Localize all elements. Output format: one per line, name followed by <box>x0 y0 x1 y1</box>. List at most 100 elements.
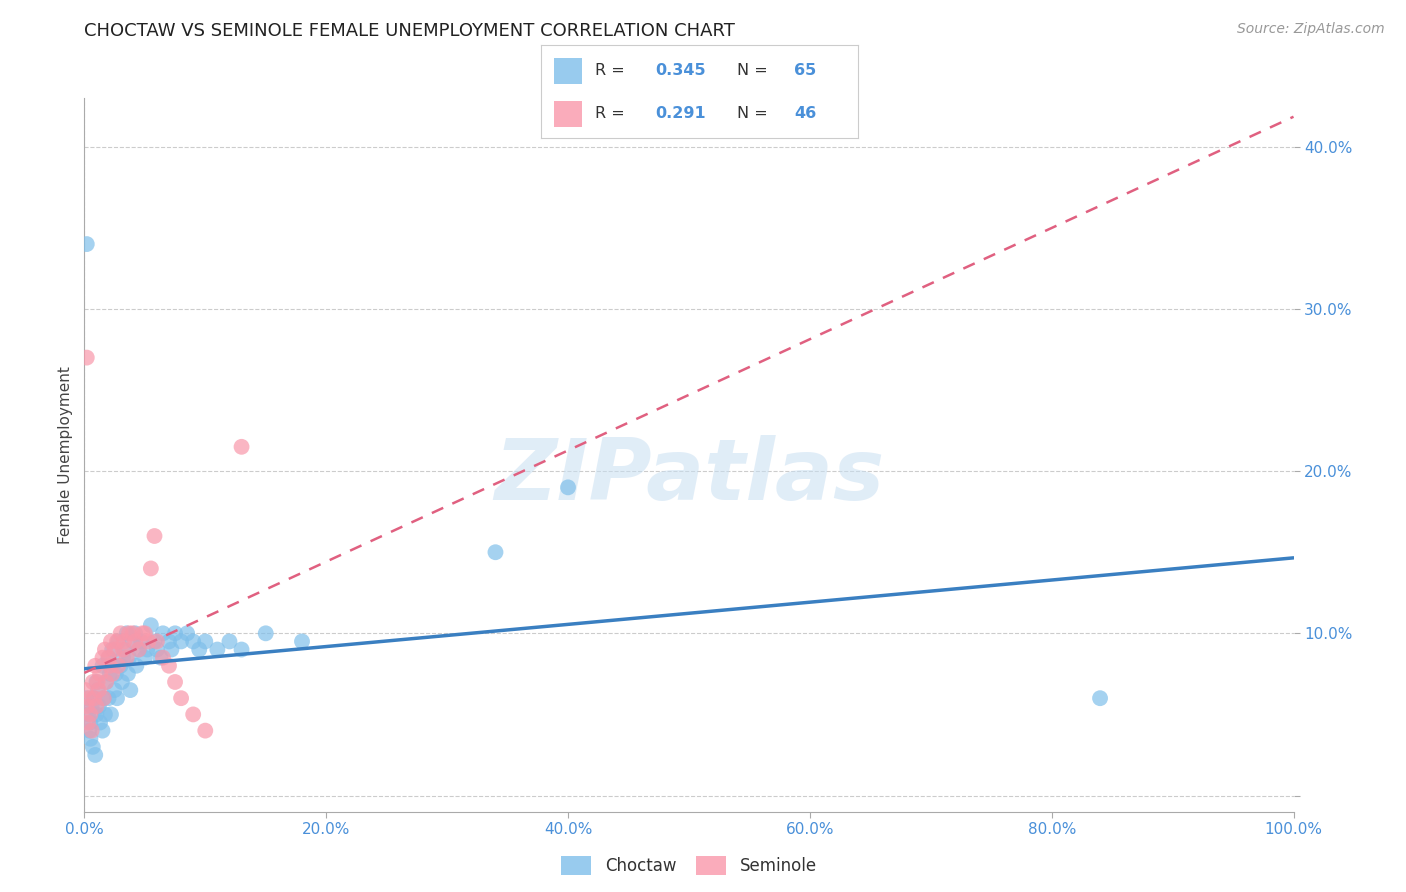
Point <box>143 634 166 648</box>
Point <box>120 683 142 698</box>
Text: 65: 65 <box>794 63 817 78</box>
Point <box>129 634 152 648</box>
Point <box>97 691 120 706</box>
Point <box>94 707 117 722</box>
Point <box>131 626 153 640</box>
Point <box>134 626 156 640</box>
Point <box>118 650 141 665</box>
Point <box>79 731 101 746</box>
Text: 0.291: 0.291 <box>655 106 706 121</box>
Point <box>105 691 128 706</box>
Point <box>105 634 128 648</box>
Point <box>86 699 108 714</box>
Text: 46: 46 <box>794 106 817 121</box>
Y-axis label: Female Unemployment: Female Unemployment <box>58 366 73 544</box>
Point <box>170 634 193 648</box>
Point <box>86 675 108 690</box>
Bar <box>554 101 582 127</box>
Point <box>218 634 240 648</box>
Point <box>117 666 139 681</box>
Point <box>97 650 120 665</box>
Point <box>124 626 146 640</box>
Point <box>82 739 104 754</box>
Point <box>170 691 193 706</box>
Point <box>115 650 138 665</box>
Point <box>152 650 174 665</box>
Point <box>93 691 115 706</box>
Point <box>91 723 114 738</box>
Point <box>231 440 253 454</box>
Point <box>152 626 174 640</box>
Point <box>86 675 108 690</box>
Point <box>107 658 129 673</box>
Point <box>89 666 111 681</box>
Point <box>124 634 146 648</box>
Point <box>112 642 135 657</box>
Point <box>104 683 127 698</box>
Point <box>86 683 108 698</box>
Point <box>146 642 169 657</box>
Point <box>110 626 132 640</box>
Point <box>76 691 98 706</box>
Text: CHOCTAW VS SEMINOLE FEMALE UNEMPLOYMENT CORRELATION CHART: CHOCTAW VS SEMINOLE FEMALE UNEMPLOYMENT … <box>84 22 735 40</box>
Point <box>110 658 132 673</box>
Point <box>89 715 111 730</box>
Point <box>125 658 148 673</box>
Point <box>160 642 183 657</box>
Text: R =: R = <box>595 106 630 121</box>
Point <box>176 626 198 640</box>
Point <box>86 707 108 722</box>
Point <box>128 642 150 657</box>
Point <box>77 707 100 722</box>
Point <box>254 626 277 640</box>
Point <box>107 634 129 648</box>
Legend: Choctaw, Seminole: Choctaw, Seminole <box>554 849 824 882</box>
Point <box>139 561 162 575</box>
Point <box>87 683 110 698</box>
Point <box>83 691 105 706</box>
Point <box>94 642 117 657</box>
Point <box>77 723 100 738</box>
Point <box>84 747 107 762</box>
Point <box>79 715 101 730</box>
Point <box>104 642 127 657</box>
Point <box>146 634 169 648</box>
Point <box>231 642 253 657</box>
Point <box>93 691 115 706</box>
Point <box>91 658 114 673</box>
Point <box>188 642 211 657</box>
Point <box>163 626 186 640</box>
Text: ZIPatlas: ZIPatlas <box>494 434 884 518</box>
Point <box>121 626 143 640</box>
Point <box>557 480 579 494</box>
Point <box>94 675 117 690</box>
Point <box>82 675 104 690</box>
Point <box>80 699 103 714</box>
Point <box>163 675 186 690</box>
Point <box>149 650 172 665</box>
Point <box>207 642 229 657</box>
Point <box>157 634 180 648</box>
Point <box>136 642 159 657</box>
Point <box>76 237 98 252</box>
Point <box>139 618 162 632</box>
Point <box>80 723 103 738</box>
Point <box>97 650 120 665</box>
Point <box>104 666 127 681</box>
Text: Source: ZipAtlas.com: Source: ZipAtlas.com <box>1237 22 1385 37</box>
Point <box>87 699 110 714</box>
Point <box>112 650 135 665</box>
Point <box>194 634 217 648</box>
Point <box>484 545 506 559</box>
Text: N =: N = <box>738 106 773 121</box>
Point <box>94 675 117 690</box>
Point <box>79 707 101 722</box>
Point <box>157 658 180 673</box>
Point <box>100 707 122 722</box>
Point <box>101 666 124 681</box>
Point <box>138 634 160 648</box>
Point <box>76 351 98 365</box>
Point <box>112 634 135 648</box>
Text: N =: N = <box>738 63 773 78</box>
Bar <box>554 58 582 84</box>
